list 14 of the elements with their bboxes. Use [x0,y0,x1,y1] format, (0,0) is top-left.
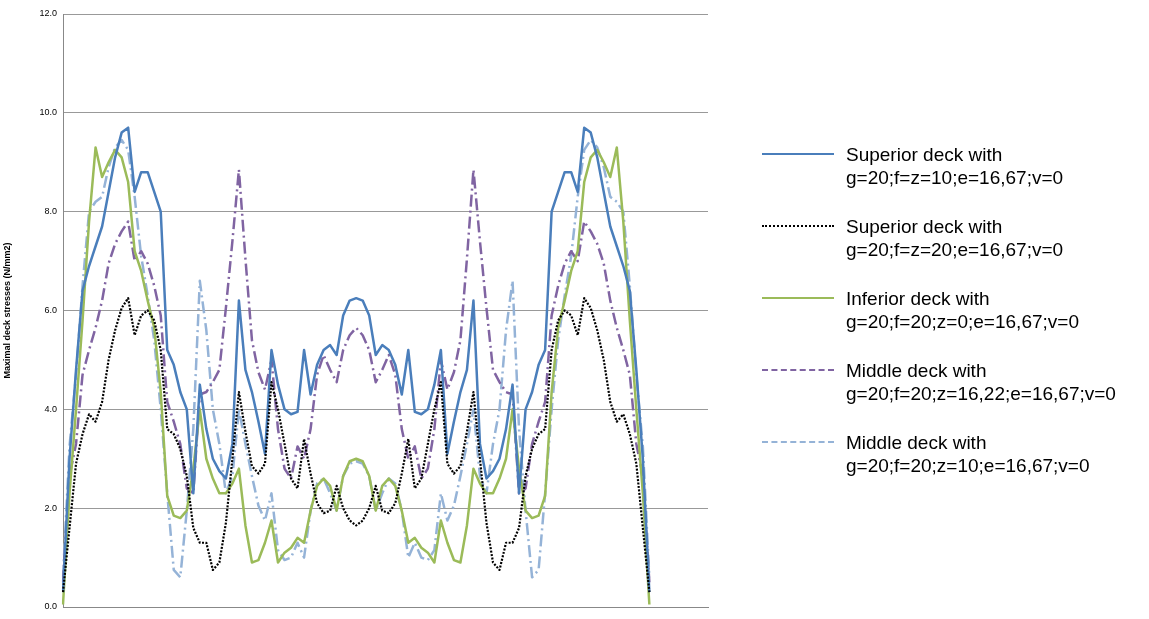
y-axis-title: Maximal deck stresses (N/mm2) [1,242,12,379]
legend-label: Inferior deck with g=20;f=20;z=0;e=16,67;v=0 [846,286,1080,333]
legend-label: Middle deck with g=20;f=20;z=16,22;e=16,67;v=0 [846,358,1117,405]
legend-label: Middle deck with g=20;f=20;z=10;e=16,67;v=0 [846,430,1091,477]
y-tick-label: 2.0 [44,502,57,513]
y-tick-label: 4.0 [44,403,57,414]
y-tick-label: 6.0 [44,304,57,315]
y-tick-label: 0.0 [44,601,57,612]
legend-label: Superior deck with g=20;f=z=20;e=16,67;v=0 [846,214,1065,261]
y-tick-label: 8.0 [44,206,57,217]
y-tick-label: 10.0 [39,107,57,118]
line-series [61,297,651,594]
y-tick-label: 12.0 [39,8,57,19]
legend-label: Superior deck with g=20;f=z=10;e=16,67;v=0 [846,142,1065,189]
